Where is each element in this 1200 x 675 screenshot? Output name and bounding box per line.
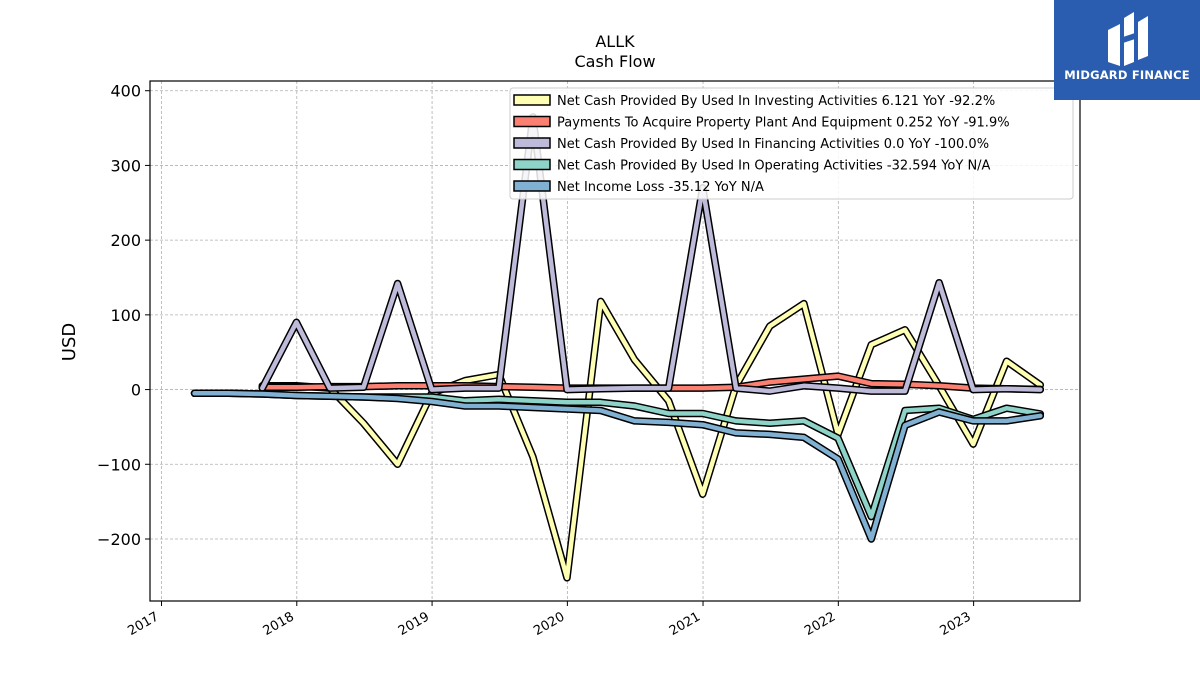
legend-box <box>509 87 1074 200</box>
y-tick-label: 200 <box>110 231 141 250</box>
x-tick-label: 2021 <box>667 609 703 639</box>
chart-title: ALLK <box>595 32 635 51</box>
series-lines <box>190 113 1045 582</box>
legend-swatch <box>513 94 551 106</box>
legend-swatch <box>513 137 551 149</box>
x-tick-label: 2020 <box>531 609 567 639</box>
legend-swatch <box>513 158 551 171</box>
y-tick-label: 100 <box>110 306 141 325</box>
y-tick-label: 0 <box>131 381 141 400</box>
legend-item: Net Cash Provided By Used In Financing A… <box>513 137 989 152</box>
legend-item: Net Cash Provided By Used In Investing A… <box>513 94 995 109</box>
legend-item: Net Income Loss -35.12 YoY N/A <box>513 180 764 195</box>
plot-frame <box>149 80 1081 602</box>
x-tick-label: 2017 <box>125 609 161 639</box>
y-tick-label: 400 <box>110 82 141 101</box>
y-tick-label: −100 <box>97 455 141 474</box>
chart-legend: Net Cash Provided By Used In Investing A… <box>509 87 1074 200</box>
legend-label: Payments To Acquire Property Plant And E… <box>557 116 1010 131</box>
y-tick-label: 300 <box>110 156 141 175</box>
x-tick-label: 2023 <box>937 609 973 639</box>
midgard-logo-icon <box>1108 12 1148 66</box>
legend-item: Net Cash Provided By Used In Operating A… <box>513 158 991 174</box>
legend-label: Net Cash Provided By Used In Investing A… <box>557 94 995 109</box>
legend-label: Net Cash Provided By Used In Financing A… <box>557 137 989 152</box>
legend-label: Net Cash Provided By Used In Operating A… <box>557 159 991 174</box>
x-tick-label: 2019 <box>396 609 432 639</box>
chart-subtitle: Cash Flow <box>574 52 655 71</box>
legend-swatch <box>513 180 551 192</box>
legend-label: Net Income Loss -35.12 YoY N/A <box>557 180 764 195</box>
legend-item: Payments To Acquire Property Plant And E… <box>513 115 1010 131</box>
brand-name: MIDGARD FINANCE <box>1064 68 1190 82</box>
midgard-finance-logo: MIDGARD FINANCE <box>1054 0 1200 100</box>
y-tick-label: −200 <box>97 530 141 549</box>
series-line-1 <box>258 297 1045 582</box>
y-axis-label: USD <box>59 323 80 361</box>
series-line-3 <box>258 113 1045 395</box>
legend-swatch <box>513 115 551 128</box>
series-line-5 <box>190 389 1045 543</box>
x-tick-label: 2018 <box>261 609 297 639</box>
x-tick-label: 2022 <box>802 609 838 639</box>
